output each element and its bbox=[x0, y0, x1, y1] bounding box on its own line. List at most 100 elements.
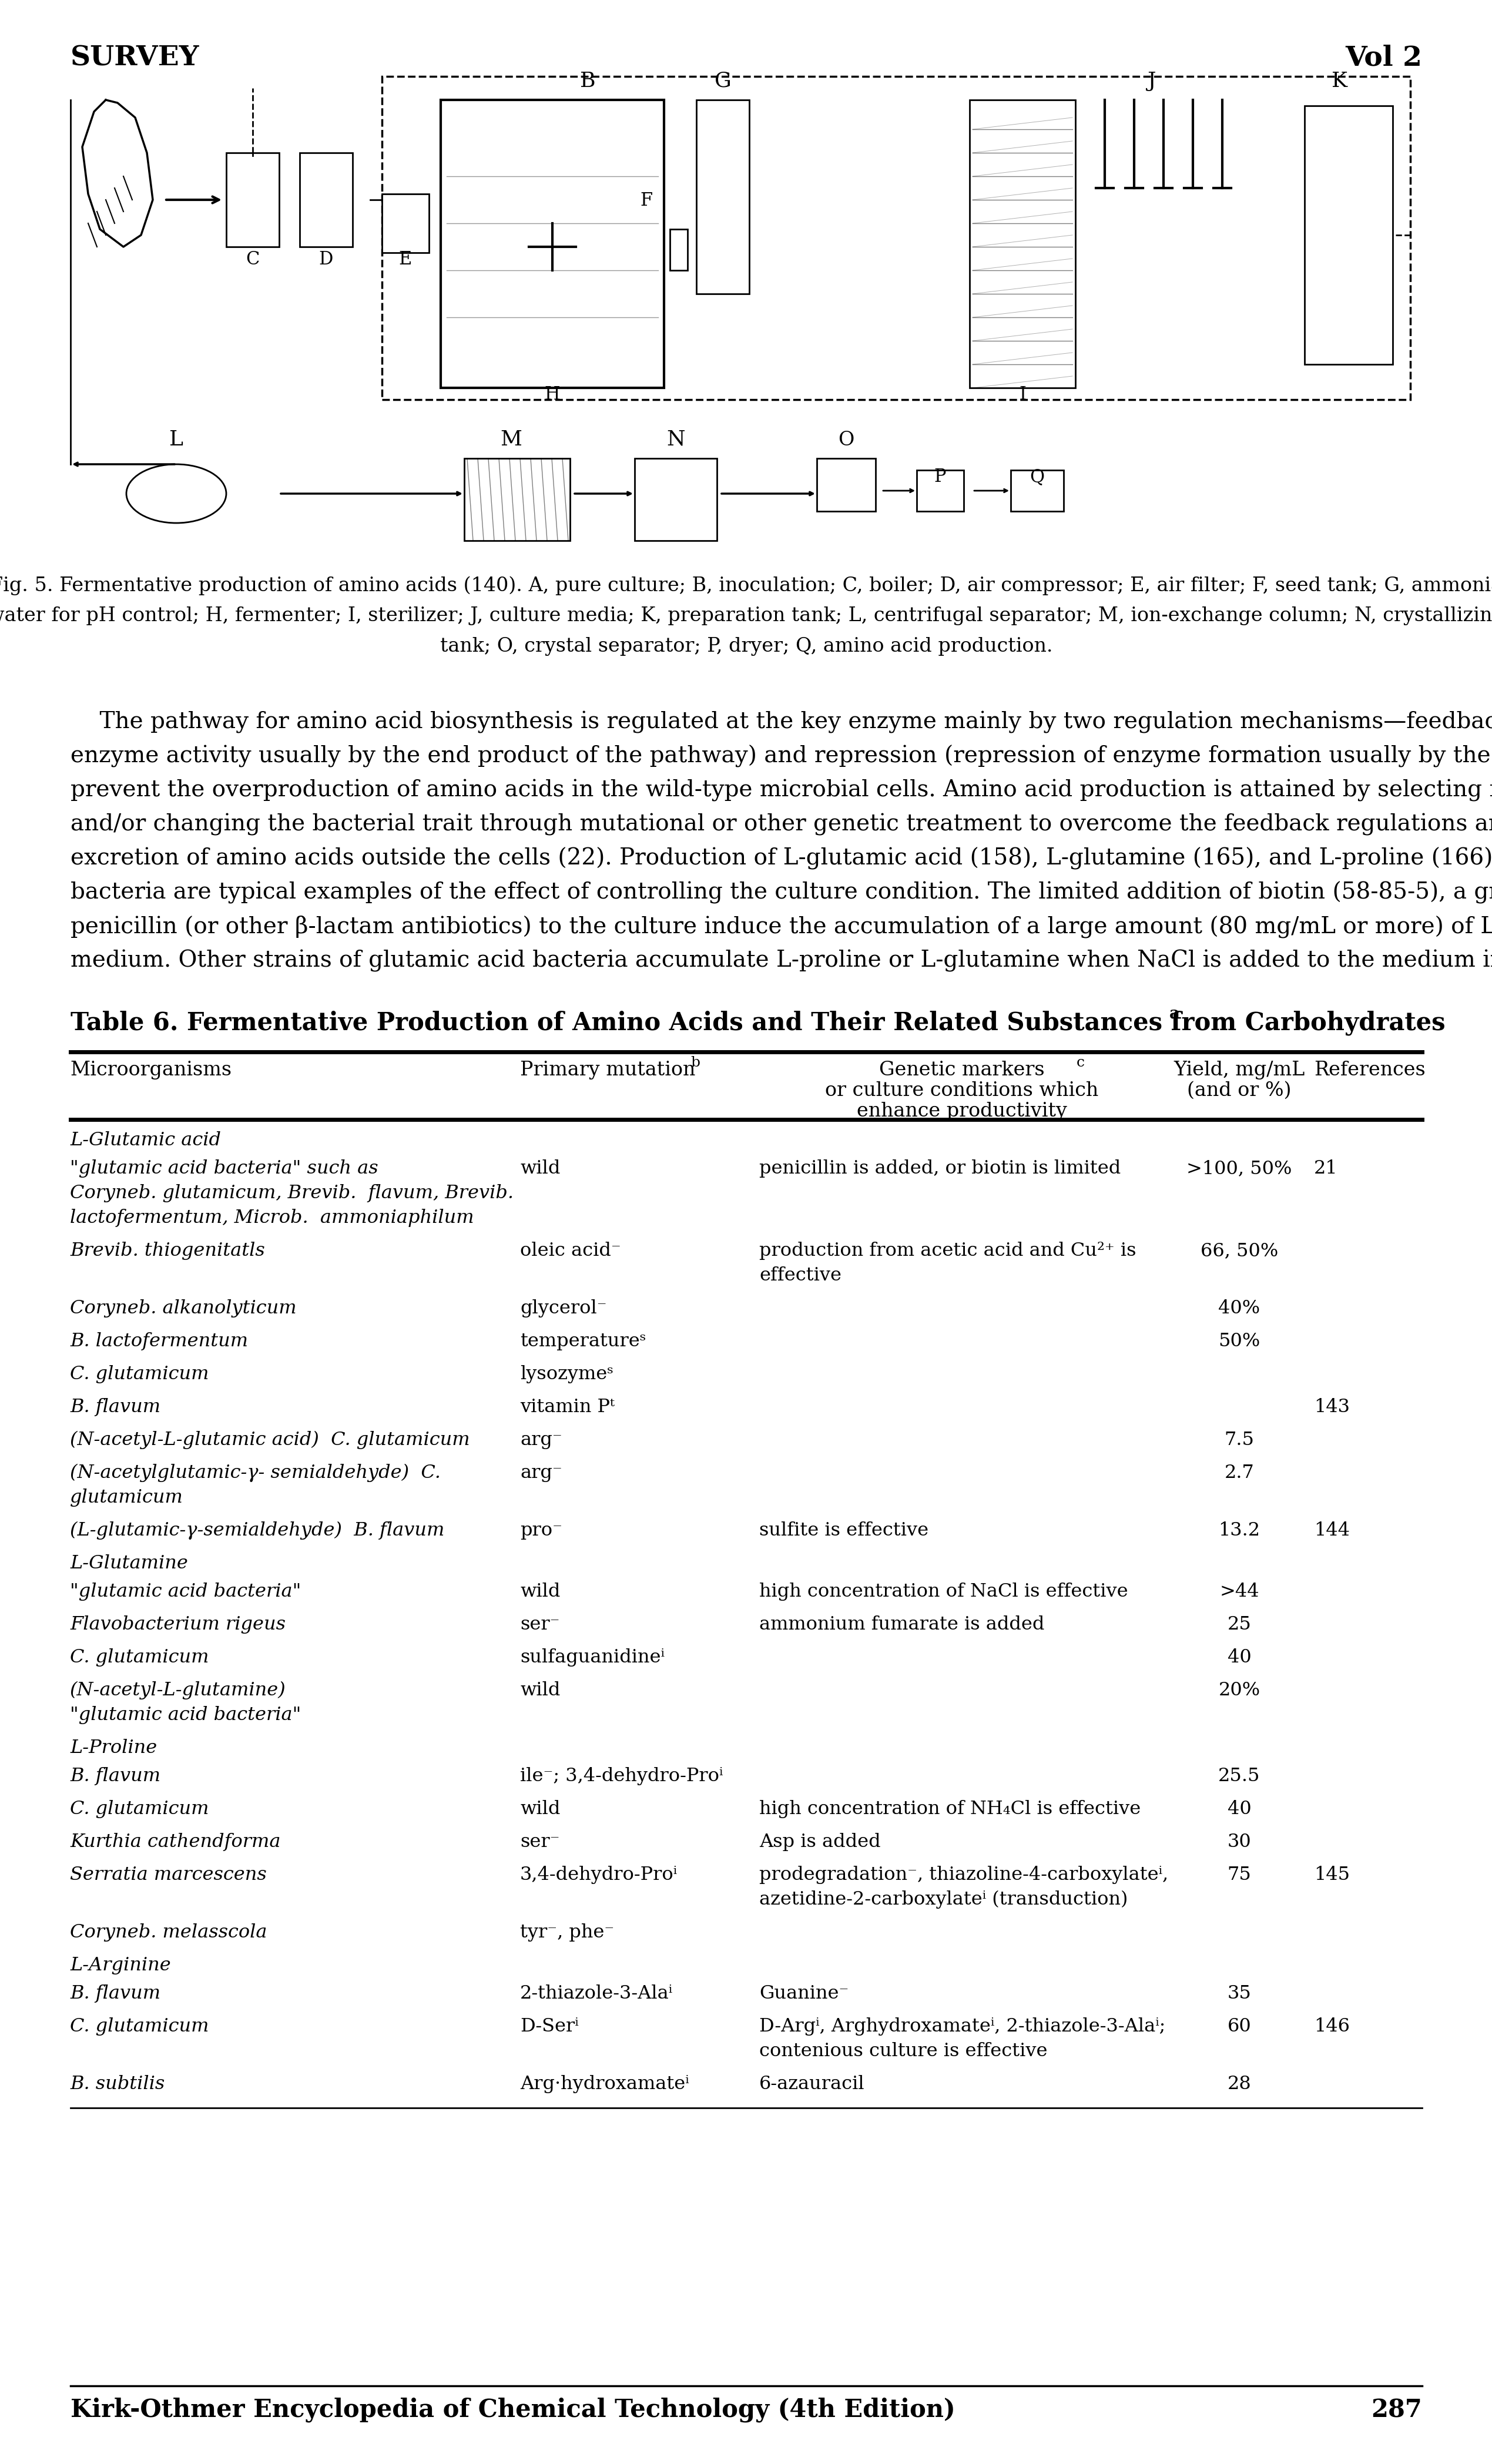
Text: C. glutamicum: C. glutamicum bbox=[70, 1365, 209, 1382]
Text: a: a bbox=[1170, 1005, 1180, 1023]
Text: Brevib. thiogenitatls: Brevib. thiogenitatls bbox=[70, 1242, 266, 1259]
Text: glycerol⁻: glycerol⁻ bbox=[521, 1299, 607, 1318]
Text: penicillin (or other β-lactam antibiotics) to the culture induce the accumulatio: penicillin (or other β-lactam antibiotic… bbox=[70, 917, 1492, 939]
Text: Genetic markers: Genetic markers bbox=[879, 1060, 1044, 1079]
Text: (and or %): (and or %) bbox=[1188, 1082, 1292, 1099]
Text: high concentration of NH₄Cl is effective: high concentration of NH₄Cl is effective bbox=[759, 1801, 1141, 1818]
Text: 146: 146 bbox=[1314, 2018, 1350, 2035]
Text: 28: 28 bbox=[1228, 2075, 1252, 2094]
Text: Primary mutation: Primary mutation bbox=[521, 1060, 695, 1079]
Text: References: References bbox=[1314, 1060, 1425, 1079]
Text: wild: wild bbox=[521, 1582, 560, 1602]
Text: 143: 143 bbox=[1314, 1397, 1350, 1417]
Bar bbox=[816, 458, 876, 510]
Text: 2.7: 2.7 bbox=[1225, 1464, 1255, 1481]
Text: medium. Other strains of glutamic acid bacteria accumulate L-proline or L-glutam: medium. Other strains of glutamic acid b… bbox=[70, 949, 1492, 973]
Text: G: G bbox=[715, 71, 731, 91]
Text: M: M bbox=[500, 429, 522, 448]
Text: 145: 145 bbox=[1314, 1865, 1350, 1885]
Text: 75: 75 bbox=[1228, 1865, 1252, 1885]
Text: "glutamic acid bacteria": "glutamic acid bacteria" bbox=[70, 1582, 301, 1602]
Text: Vol 2: Vol 2 bbox=[1346, 44, 1422, 71]
Text: enzyme activity usually by the end product of the pathway) and repression (repre: enzyme activity usually by the end produ… bbox=[70, 744, 1492, 769]
Text: wild: wild bbox=[521, 1161, 560, 1178]
Text: production from acetic acid and Cu²⁺ is: production from acetic acid and Cu²⁺ is bbox=[759, 1242, 1137, 1259]
Text: azetidine-2-carboxylateⁱ (transduction): azetidine-2-carboxylateⁱ (transduction) bbox=[759, 1890, 1128, 1910]
Text: 40: 40 bbox=[1228, 1801, 1252, 1818]
Text: J: J bbox=[1147, 71, 1156, 91]
Text: C. glutamicum: C. glutamicum bbox=[70, 1801, 209, 1818]
Bar bbox=[1010, 471, 1064, 510]
Text: "glutamic acid bacteria" such as: "glutamic acid bacteria" such as bbox=[70, 1161, 377, 1178]
Text: vitamin Pᵗ: vitamin Pᵗ bbox=[521, 1397, 615, 1417]
Text: >100, 50%: >100, 50% bbox=[1186, 1161, 1292, 1178]
Text: effective: effective bbox=[759, 1266, 841, 1284]
Bar bbox=[300, 153, 352, 246]
Text: pro⁻: pro⁻ bbox=[521, 1520, 562, 1540]
Text: (N-acetyl-L-glutamic acid)  C. glutamicum: (N-acetyl-L-glutamic acid) C. glutamicum bbox=[70, 1432, 470, 1449]
Text: D-Argⁱ, Arghydroxamateⁱ, 2-thiazole-3-Alaⁱ;: D-Argⁱ, Arghydroxamateⁱ, 2-thiazole-3-Al… bbox=[759, 2018, 1165, 2035]
Text: c: c bbox=[1077, 1057, 1085, 1069]
Text: C. glutamicum: C. glutamicum bbox=[70, 1648, 209, 1666]
Text: B. flavum: B. flavum bbox=[70, 1397, 161, 1417]
Text: 50%: 50% bbox=[1219, 1333, 1261, 1350]
Text: sulfaguanidineⁱ: sulfaguanidineⁱ bbox=[521, 1648, 664, 1666]
Bar bbox=[227, 153, 279, 246]
Text: >44: >44 bbox=[1219, 1582, 1259, 1602]
Text: wild: wild bbox=[521, 1801, 560, 1818]
Text: Arg·hydroxamateⁱ: Arg·hydroxamateⁱ bbox=[521, 2075, 689, 2094]
Text: arg⁻: arg⁻ bbox=[521, 1464, 562, 1481]
Bar bbox=[970, 101, 1076, 387]
Text: tank; O, crystal separator; P, dryer; Q, amino acid production.: tank; O, crystal separator; P, dryer; Q,… bbox=[440, 638, 1052, 655]
Text: arg⁻: arg⁻ bbox=[521, 1432, 562, 1449]
Bar bbox=[1304, 106, 1392, 365]
Text: prevent the overproduction of amino acids in the wild-type microbial cells. Amin: prevent the overproduction of amino acid… bbox=[70, 779, 1492, 801]
Text: 144: 144 bbox=[1314, 1520, 1350, 1540]
Text: L: L bbox=[169, 429, 184, 448]
Text: SURVEY: SURVEY bbox=[70, 44, 200, 71]
Text: 35: 35 bbox=[1228, 1984, 1252, 2003]
Text: water for pH control; H, fermenter; I, sterilizer; J, culture media; K, preparat: water for pH control; H, fermenter; I, s… bbox=[0, 606, 1492, 626]
Text: D-Serⁱ: D-Serⁱ bbox=[521, 2018, 579, 2035]
Text: (N-acetyl-L-glutamine): (N-acetyl-L-glutamine) bbox=[70, 1680, 286, 1700]
Text: 40%: 40% bbox=[1219, 1299, 1261, 1318]
Text: Microorganisms: Microorganisms bbox=[70, 1060, 231, 1079]
Text: oleic acid⁻: oleic acid⁻ bbox=[521, 1242, 621, 1259]
Text: high concentration of NaCl is effective: high concentration of NaCl is effective bbox=[759, 1582, 1128, 1602]
Text: 66, 50%: 66, 50% bbox=[1201, 1242, 1279, 1259]
Text: D: D bbox=[319, 251, 333, 269]
Text: F: F bbox=[640, 192, 652, 209]
Text: Guanine⁻: Guanine⁻ bbox=[759, 1984, 849, 2003]
Text: glutamicum: glutamicum bbox=[70, 1488, 184, 1506]
Text: 30: 30 bbox=[1228, 1833, 1252, 1850]
Text: tyr⁻, phe⁻: tyr⁻, phe⁻ bbox=[521, 1924, 615, 1942]
Text: 287: 287 bbox=[1371, 2397, 1422, 2422]
Bar bbox=[916, 471, 964, 510]
Text: penicillin is added, or biotin is limited: penicillin is added, or biotin is limite… bbox=[759, 1161, 1120, 1178]
Text: L-Arginine: L-Arginine bbox=[70, 1956, 172, 1974]
Text: "glutamic acid bacteria": "glutamic acid bacteria" bbox=[70, 1705, 301, 1725]
Text: ser⁻: ser⁻ bbox=[521, 1616, 560, 1634]
Text: ser⁻: ser⁻ bbox=[521, 1833, 560, 1850]
Text: Fig. 5. Fermentative production of amino acids (140). A, pure culture; B, inocul: Fig. 5. Fermentative production of amino… bbox=[0, 577, 1492, 596]
Text: Kirk-Othmer Encyclopedia of Chemical Technology (4th Edition): Kirk-Othmer Encyclopedia of Chemical Tec… bbox=[70, 2397, 955, 2422]
Text: Coryneb. alkanolyticum: Coryneb. alkanolyticum bbox=[70, 1299, 297, 1318]
Text: (L-glutamic-γ-semialdehyde)  B. flavum: (L-glutamic-γ-semialdehyde) B. flavum bbox=[70, 1520, 445, 1540]
Text: B. lactofermentum: B. lactofermentum bbox=[70, 1333, 248, 1350]
Bar bbox=[440, 101, 664, 387]
Text: temperatureˢ: temperatureˢ bbox=[521, 1333, 646, 1350]
Text: (N-acetylglutamic-γ- semialdehyde)  C.: (N-acetylglutamic-γ- semialdehyde) C. bbox=[70, 1464, 440, 1483]
Text: B. subtilis: B. subtilis bbox=[70, 2075, 164, 2094]
Text: Asp is added: Asp is added bbox=[759, 1833, 880, 1850]
Text: C: C bbox=[246, 251, 260, 269]
Text: 25: 25 bbox=[1228, 1616, 1252, 1634]
Text: ile⁻; 3,4-dehydro-Proⁱ: ile⁻; 3,4-dehydro-Proⁱ bbox=[521, 1767, 724, 1786]
Text: O: O bbox=[839, 431, 855, 448]
Bar bbox=[382, 195, 430, 254]
Ellipse shape bbox=[127, 463, 227, 522]
Text: or culture conditions which: or culture conditions which bbox=[825, 1082, 1098, 1099]
Bar bbox=[670, 229, 688, 271]
Text: b: b bbox=[691, 1057, 700, 1069]
Text: Table 6. Fermentative Production of Amino Acids and Their Related Substances fro: Table 6. Fermentative Production of Amin… bbox=[70, 1010, 1446, 1035]
Text: lysozymeˢ: lysozymeˢ bbox=[521, 1365, 613, 1382]
